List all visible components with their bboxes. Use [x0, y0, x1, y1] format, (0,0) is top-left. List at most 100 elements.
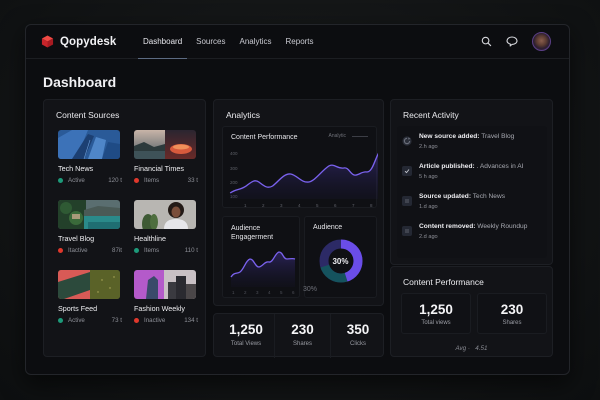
source-thumbnail	[134, 200, 196, 229]
user-avatar[interactable]	[532, 32, 551, 51]
nav-tab-sources[interactable]: Sources	[196, 37, 226, 46]
kpi-label: Clicks	[350, 341, 366, 347]
activity-time: 1.d ago	[419, 204, 438, 210]
activity-text: Source updated: Tech News	[419, 193, 505, 200]
average-rating: Avg · 4.51	[391, 345, 552, 352]
nav-tab-dashboard[interactable]: Dashboard	[136, 25, 189, 59]
activity-item[interactable]: Article published: . Advances in AI 5 h …	[402, 163, 547, 191]
audience-engagement-chart: Audience Engagerment 1 2 3 4 5 6	[222, 216, 300, 298]
source-name: Financial Times	[134, 164, 184, 173]
source-status: Items	[144, 177, 160, 184]
kpi-value: 350	[346, 322, 370, 337]
source-count: 73 t	[111, 317, 122, 324]
kpi-value: 1,250	[229, 322, 263, 337]
activity-item[interactable]: Content removed: Weekly Roundup 2.d ago	[402, 223, 547, 251]
source-thumbnail	[134, 270, 196, 299]
kpi-label: Total Views	[230, 341, 262, 347]
status-dot-inactive	[134, 318, 139, 323]
donut-footer-label: 30%	[303, 286, 318, 293]
status-dot-inactive	[58, 248, 63, 253]
svg-text:3: 3	[256, 290, 259, 295]
audience-donut-chart: Audience 30% 30%	[303, 216, 377, 298]
svg-text:6: 6	[334, 203, 337, 208]
document-icon	[402, 226, 412, 236]
source-thumbnail	[58, 130, 120, 159]
chart-title: Content Performance	[231, 134, 298, 141]
refresh-icon	[402, 136, 412, 146]
svg-text:7: 7	[352, 203, 355, 208]
kpi-label: Shares	[292, 341, 312, 347]
recent-activity-panel: Recent Activity New source added: Travel…	[390, 99, 553, 265]
sparkline-chart: 1 2 3 4 5 6	[230, 251, 296, 295]
check-icon	[402, 166, 412, 176]
kpi-summary-panel: 1,250 Total Views 230 Shares 350 Clicks	[213, 313, 385, 358]
source-thumbnail	[58, 200, 120, 229]
source-card-tech-news[interactable]: Tech News Active 120 t	[58, 130, 122, 184]
kpi-clicks: 350 Clicks	[330, 314, 385, 358]
activity-text: Article published: . Advances in AI	[419, 163, 524, 170]
svg-text:2: 2	[262, 203, 265, 208]
content-performance-chart: Content Performance Analytic 400 300 200…	[222, 126, 378, 208]
activity-time: 2.d ago	[419, 234, 438, 240]
svg-text:5: 5	[280, 290, 283, 295]
activity-time: 2.h ago	[419, 144, 438, 150]
activity-item[interactable]: New source added: Travel Blog 2.h ago	[402, 133, 547, 161]
avg-value: 4.51	[475, 345, 488, 352]
source-card-financial-times[interactable]: Financial Times Items 33 t	[134, 130, 198, 184]
source-card-healthline[interactable]: Healthline Items 110 t	[134, 200, 198, 254]
chart-title: Audience Engagerment	[231, 224, 273, 242]
source-thumbnail	[58, 270, 120, 299]
status-dot-active	[134, 248, 139, 253]
nav-tab-analytics[interactable]: Analytics	[239, 37, 272, 46]
status-dot-active	[58, 318, 63, 323]
svg-text:6: 6	[292, 290, 295, 295]
activity-time: 5 h ago	[419, 174, 438, 180]
source-thumbnail	[134, 130, 196, 159]
source-count: 120 t	[108, 177, 122, 184]
analytics-title: Analytics	[226, 110, 261, 120]
svg-text:1: 1	[244, 203, 247, 208]
search-button[interactable]	[480, 35, 493, 48]
activity-list: New source added: Travel Blog 2.h ago Ar…	[397, 126, 547, 258]
source-status: Active	[68, 177, 85, 184]
document-icon	[402, 196, 412, 206]
svg-text:4: 4	[268, 290, 271, 295]
content-sources-panel: Content Sources Tech News Active 120 t	[43, 99, 206, 357]
source-status: Items	[144, 247, 160, 254]
logo[interactable]: Qopydesk	[41, 35, 116, 48]
source-status: Active	[68, 317, 85, 324]
svg-text:8: 8	[370, 203, 373, 208]
app-window: Qopydesk Dashboard Sources Analytics Rep…	[25, 24, 570, 375]
main-nav: Dashboard Sources Analytics Reports	[136, 25, 321, 59]
source-card-sports-feed[interactable]: Sports Feed Active 73 t	[58, 270, 122, 324]
chart-legend-label: Analytic	[328, 133, 346, 139]
activity-item[interactable]: Source updated: Tech News 1.d ago	[402, 193, 547, 221]
chart-title: Audience	[313, 224, 343, 231]
svg-text:200: 200	[230, 180, 238, 185]
stat-label: Total views	[421, 320, 451, 326]
page-title: Dashboard	[43, 74, 117, 90]
stat-label: Shares	[502, 320, 522, 326]
svg-text:2: 2	[244, 290, 247, 295]
chat-bubble-icon	[505, 36, 518, 47]
kpi-shares: 230 Shares	[274, 314, 330, 358]
svg-text:300: 300	[230, 166, 238, 171]
source-name: Travel Blog	[58, 234, 95, 243]
chart-title-line2: Engagerment	[231, 234, 274, 241]
app-name: Qopydesk	[60, 35, 117, 48]
chart-legend-line	[352, 136, 368, 137]
svg-text:3: 3	[280, 203, 283, 208]
messages-button[interactable]	[505, 35, 518, 48]
source-status: Inactive	[144, 317, 166, 324]
source-name: Tech News	[58, 164, 94, 173]
search-icon	[481, 36, 492, 47]
topbar-actions	[480, 32, 551, 51]
source-card-fashion-weekly[interactable]: Fashion Weekly Inactive 134 t	[134, 270, 198, 324]
svg-text:5: 5	[316, 203, 319, 208]
nav-tab-reports[interactable]: Reports	[285, 37, 314, 46]
source-card-travel-blog[interactable]: Travel Blog Itactive 87it	[58, 200, 122, 254]
cube-logo-icon	[41, 35, 54, 48]
source-count: 33 t	[187, 177, 198, 184]
content-sources-title: Content Sources	[56, 110, 120, 120]
activity-text: Content removed: Weekly Roundup	[419, 223, 528, 230]
